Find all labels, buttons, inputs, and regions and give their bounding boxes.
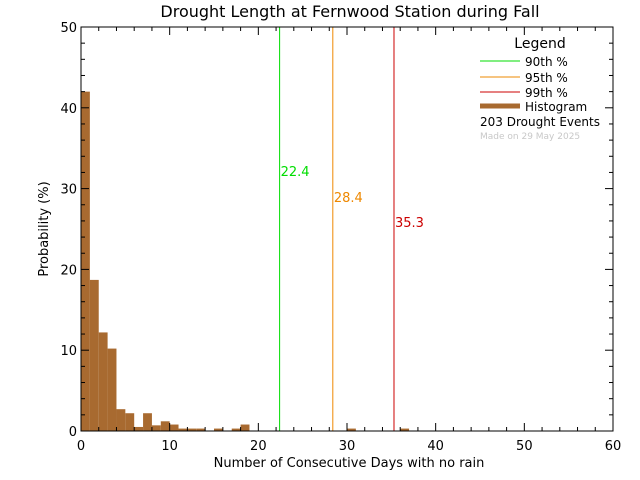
legend-label-99th: 99th %	[525, 86, 568, 100]
x-tick-label: 30	[339, 439, 356, 454]
y-tick-label: 0	[69, 425, 77, 440]
x-tick-labels: 0 10 20 30 40 50 60	[77, 439, 621, 454]
y-tick-label: 20	[60, 263, 77, 278]
y-axis-label: Probability (%)	[37, 181, 52, 276]
percentile-value-label: 22.4	[281, 165, 310, 180]
histogram-bar	[231, 428, 241, 431]
histogram-bar	[178, 428, 188, 431]
percentile-value-label: 35.3	[395, 216, 424, 231]
x-tick-label: 20	[250, 439, 267, 454]
legend-events-count: 203 Drought Events	[480, 115, 600, 129]
histogram-bar	[214, 428, 223, 431]
histogram-bar	[240, 424, 250, 431]
x-tick-label: 10	[161, 439, 178, 454]
histogram-bar	[187, 428, 197, 431]
legend-label-90th: 90th %	[525, 55, 568, 69]
histogram-bar	[89, 279, 99, 431]
histogram-bar	[125, 413, 135, 431]
histogram-bar	[107, 348, 117, 431]
y-tick-label: 30	[60, 183, 77, 198]
legend: Legend 90th % 95th % 99th % Histogram 20…	[480, 36, 600, 142]
legend-title: Legend	[514, 36, 565, 52]
histogram-bar	[143, 413, 152, 431]
x-tick-label: 0	[77, 439, 85, 454]
x-tick-label: 40	[427, 439, 444, 454]
chart-title: Drought Length at Fernwood Station durin…	[160, 2, 539, 21]
y-tick-label: 50	[60, 21, 77, 36]
histogram-bar	[134, 426, 144, 431]
x-tick-label: 50	[516, 439, 533, 454]
histogram-bar	[81, 91, 90, 431]
histogram-bar	[160, 421, 170, 431]
percentile-value-label: 28.4	[334, 191, 363, 206]
histogram-bar	[169, 424, 179, 431]
x-axis-label: Number of Consecutive Days with no rain	[214, 456, 485, 471]
y-tick-label: 10	[60, 344, 77, 359]
percentile-lines: 22.4 28.4 35.3	[279, 27, 424, 431]
histogram-bar	[347, 428, 356, 431]
y-tick-label: 40	[60, 102, 77, 117]
histogram-bar	[196, 428, 206, 431]
credit-text: Made on 29 May 2025	[480, 132, 580, 142]
histogram-bars	[81, 91, 410, 431]
y-tick-labels: 0 10 20 30 40 50	[60, 21, 77, 440]
histogram-bar	[116, 409, 126, 431]
axis-ticks	[80, 26, 614, 432]
legend-label-histogram: Histogram	[525, 100, 587, 114]
histogram-bar	[400, 428, 410, 431]
x-tick-label: 60	[605, 439, 622, 454]
legend-label-95th: 95th %	[525, 71, 568, 85]
histogram-bar	[151, 425, 161, 431]
histogram-bar	[98, 332, 108, 431]
